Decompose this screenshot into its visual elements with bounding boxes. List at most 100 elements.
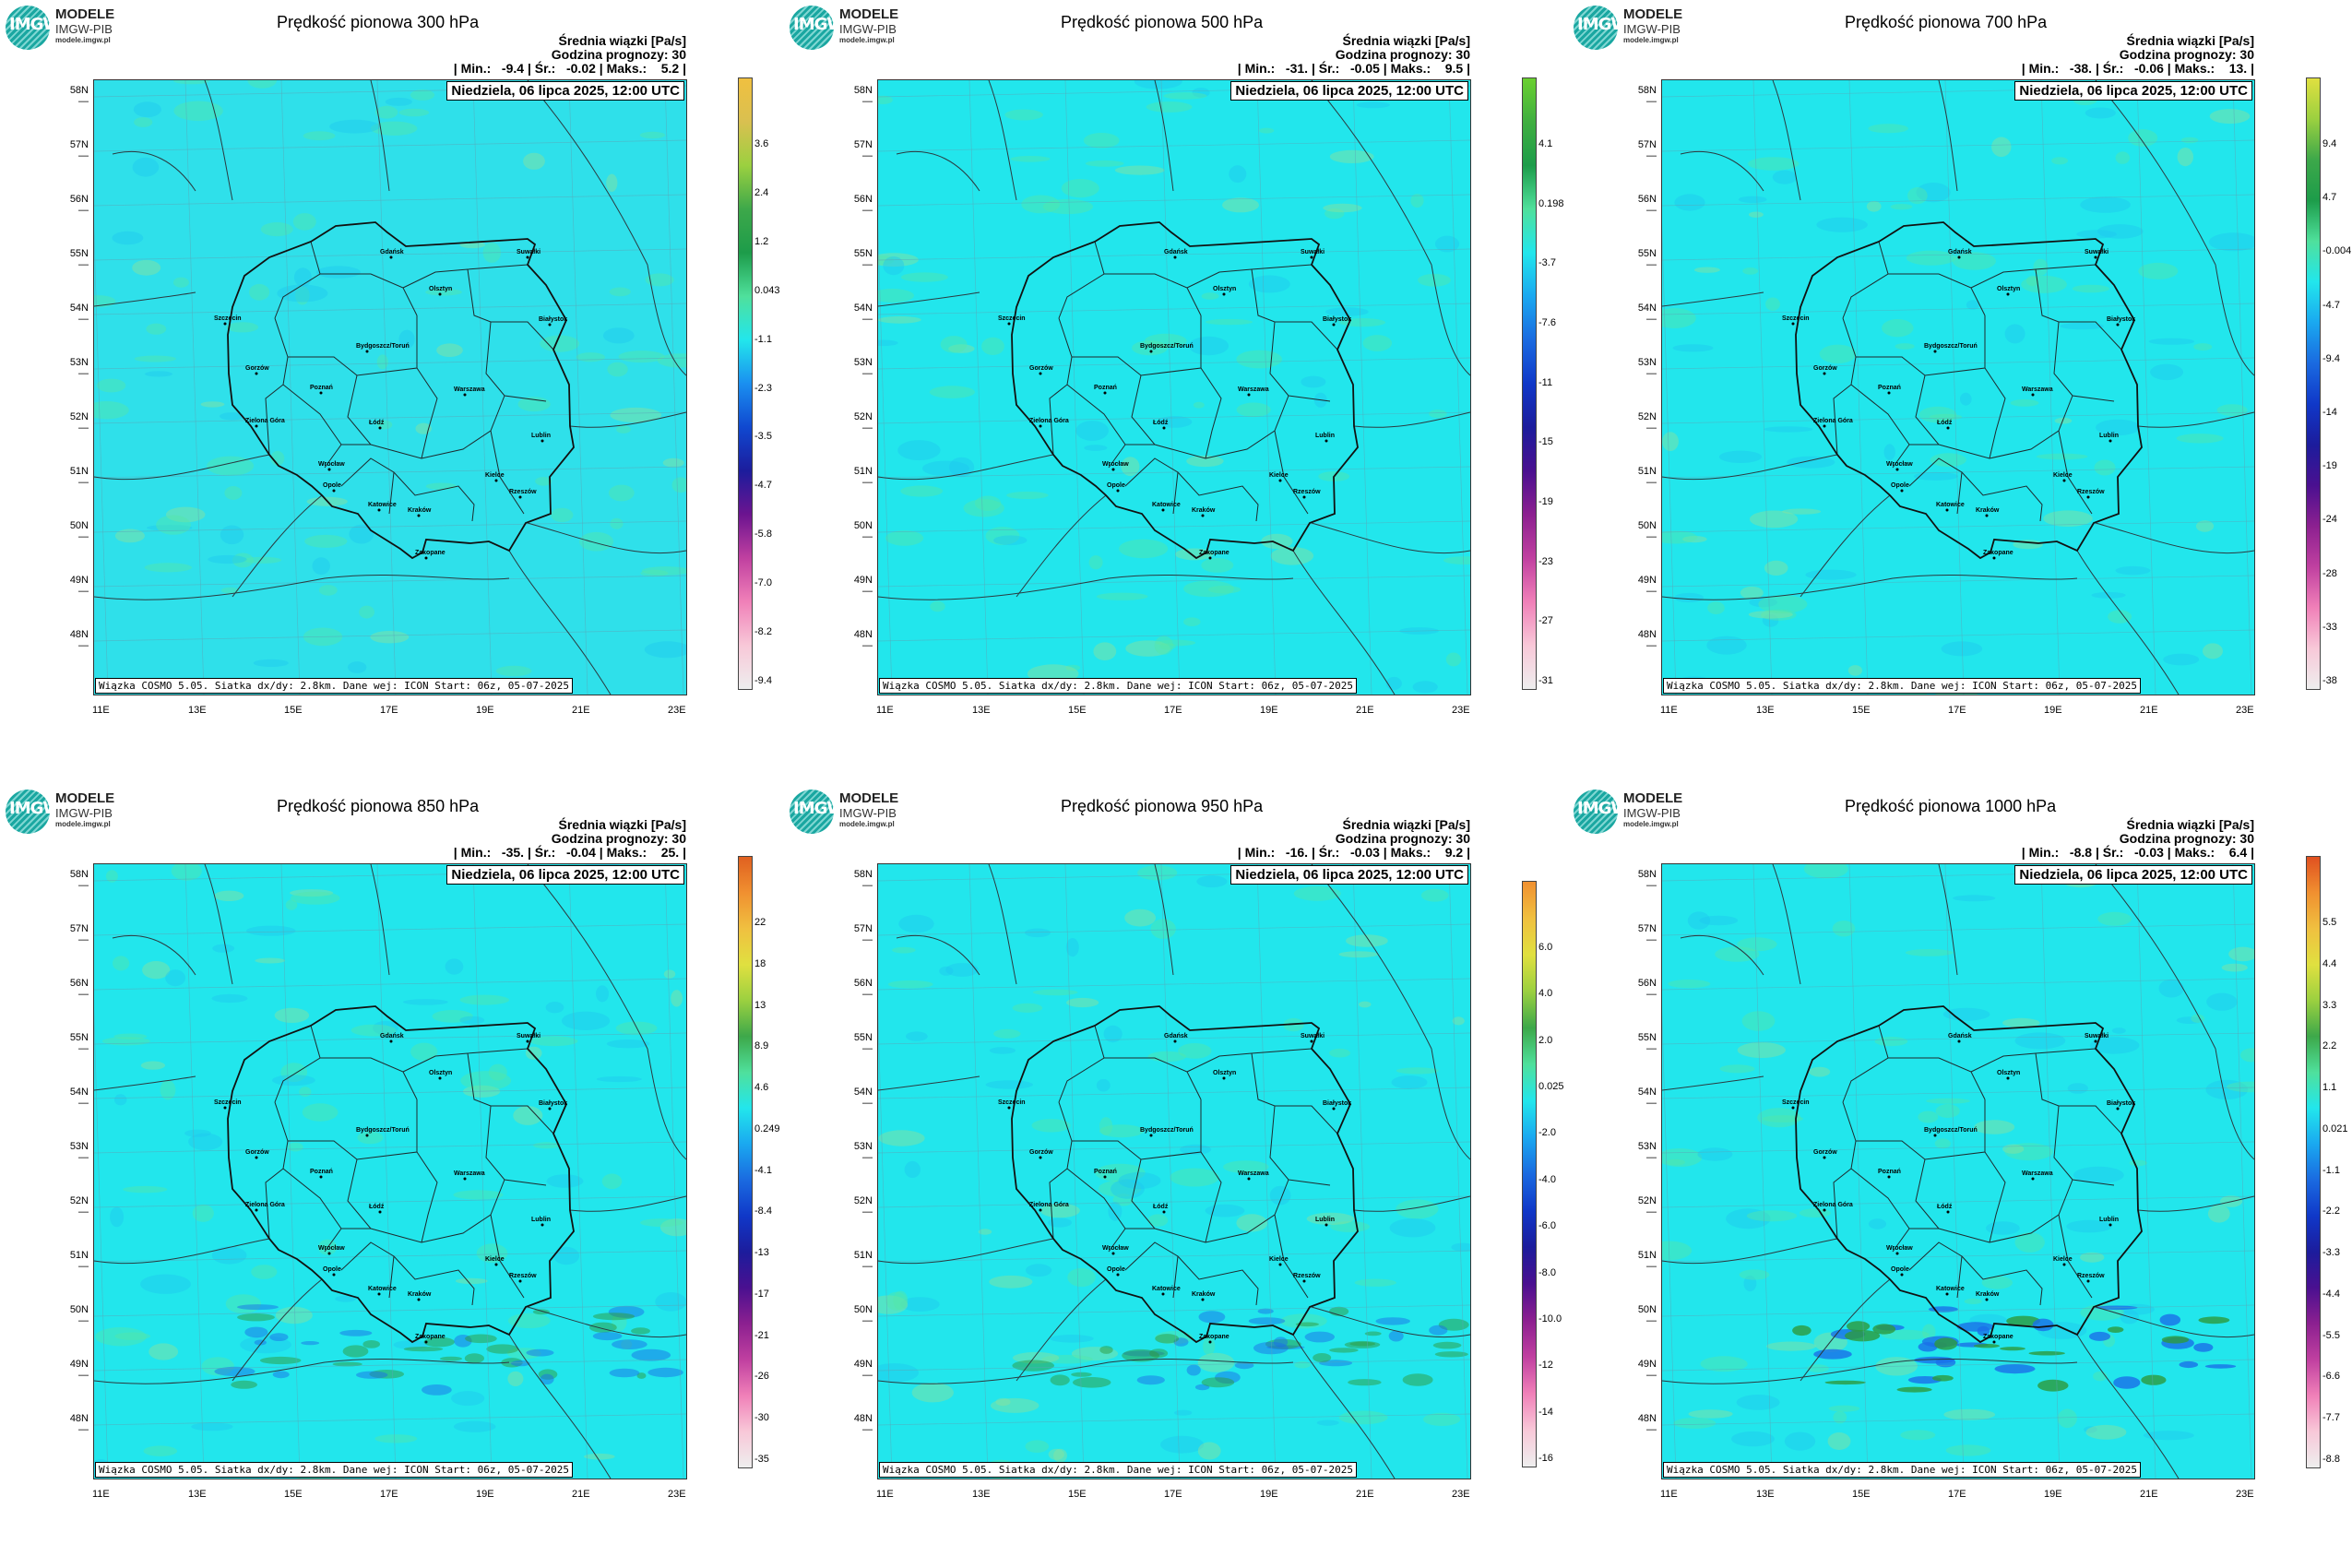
colorbar-tick-label: -9.4 bbox=[754, 675, 772, 686]
graticule-lat bbox=[1662, 923, 2254, 936]
field-blob bbox=[659, 1218, 686, 1237]
colorbar-tick-label: -1.1 bbox=[2322, 1164, 2340, 1176]
field-blob bbox=[2021, 275, 2067, 293]
lat-tick-label: 58N — bbox=[69, 869, 89, 891]
graticule-lon bbox=[968, 864, 989, 1479]
province-border bbox=[274, 241, 321, 319]
field-blob bbox=[1874, 1037, 1908, 1047]
colorbar-tick-label: 13 bbox=[754, 999, 766, 1011]
field-blob bbox=[2094, 459, 2116, 476]
city-label: Zakopane bbox=[1983, 550, 2013, 556]
field-blob bbox=[1154, 636, 1173, 655]
model-credit: Wiązka COSMO 5.05. Siatka dx/dy: 2.8km. … bbox=[1663, 1462, 2141, 1478]
city-label: Kielce bbox=[485, 1256, 505, 1263]
city-label: Lublin bbox=[1315, 1217, 1335, 1223]
forecast-hour: Godzina prognozy: 30 bbox=[2119, 47, 2254, 62]
lat-tick-label: 52N — bbox=[69, 411, 89, 434]
field-disturbance bbox=[332, 1361, 362, 1367]
neighbor-border bbox=[94, 454, 270, 481]
city-marker bbox=[548, 1107, 552, 1111]
province-border bbox=[1269, 321, 1331, 402]
field-blob bbox=[657, 353, 686, 368]
neighbor-border bbox=[1154, 864, 1174, 976]
graticule-lon bbox=[2040, 864, 2061, 1479]
field-blob bbox=[1445, 652, 1461, 667]
province-border bbox=[485, 321, 547, 402]
field-blob bbox=[2240, 1048, 2254, 1063]
field-blob bbox=[144, 371, 173, 377]
graticule-lat bbox=[1662, 194, 2254, 207]
lat-tick-label: 48N — bbox=[69, 1413, 89, 1435]
lat-tick-label: 54N — bbox=[1637, 303, 1657, 325]
neighbor-border bbox=[1016, 1278, 1107, 1382]
field-blob bbox=[1682, 536, 1707, 543]
panel-title: Prędkość pionowa 500 hPa bbox=[1061, 13, 1264, 31]
stats-line: | Min.: -35. | Śr.: -0.04 | Maks.: 25. | bbox=[453, 845, 686, 860]
field-blob bbox=[140, 1274, 191, 1294]
field-blob bbox=[1096, 1078, 1111, 1092]
field-blob bbox=[1236, 1214, 1268, 1232]
field-blob bbox=[1452, 1016, 1465, 1026]
field-blob bbox=[562, 1011, 611, 1030]
city-marker bbox=[1933, 350, 1937, 353]
city-marker bbox=[2031, 1177, 2035, 1181]
city-label: Lublin bbox=[2099, 1217, 2119, 1223]
logo-mark: IMGW bbox=[9, 15, 61, 34]
province-border bbox=[1124, 1241, 1179, 1299]
field-blob bbox=[293, 267, 312, 288]
colorbar-tick-label: -35 bbox=[754, 1454, 769, 1465]
city-label: Suwałki bbox=[1301, 249, 1324, 255]
graticule-lon bbox=[664, 80, 684, 695]
field-blob bbox=[991, 1397, 1039, 1413]
field-blob bbox=[2057, 1408, 2077, 1429]
field-blob bbox=[1222, 197, 1259, 213]
field-disturbance bbox=[2179, 1360, 2199, 1369]
field-disturbance bbox=[269, 1333, 289, 1341]
field-blob bbox=[2054, 417, 2073, 424]
field-disturbance bbox=[1050, 1374, 1070, 1386]
map-plot: Gdańsk Suwałki Olsztyn Białystok Szczecin Byd… bbox=[1661, 863, 2255, 1479]
city-label: Gdańsk bbox=[1164, 1033, 1188, 1039]
lon-tick-label: 19E bbox=[476, 705, 494, 716]
field-blob bbox=[1827, 1432, 1851, 1450]
colorbar-tick-label: -27 bbox=[1538, 615, 1553, 627]
graticule-lat bbox=[94, 248, 686, 261]
neighbor-border bbox=[2095, 1306, 2254, 1338]
neighbor-border bbox=[647, 1048, 686, 1160]
neighbor-border bbox=[2095, 522, 2254, 554]
logo-mark: IMGW bbox=[9, 799, 61, 818]
city-label: Warszawa bbox=[1238, 1170, 1269, 1177]
city-label: Wrocław bbox=[1102, 461, 1129, 468]
field-blob bbox=[1916, 183, 1951, 203]
neighbor-border bbox=[878, 454, 1054, 481]
field-blob bbox=[460, 1071, 512, 1091]
city-label: Warszawa bbox=[2022, 386, 2053, 393]
field-disturbance bbox=[362, 1340, 381, 1348]
city-label: Zielona Góra bbox=[1029, 1202, 1069, 1208]
field-blob bbox=[1953, 895, 1996, 902]
map-plot: Gdańsk Suwałki Olsztyn Białystok Szczecin Byd… bbox=[93, 863, 687, 1479]
field-blob bbox=[1346, 934, 1388, 947]
field-disturbance bbox=[1429, 1324, 1448, 1336]
province-border bbox=[1269, 1105, 1331, 1186]
lon-tick-label: 15E bbox=[1068, 1489, 1087, 1500]
neighbor-border bbox=[1662, 574, 2078, 600]
field-blob bbox=[1805, 569, 1857, 580]
city-label: Białystok bbox=[1323, 1100, 1351, 1107]
field-blob bbox=[1048, 1218, 1072, 1228]
field-blob bbox=[1881, 1329, 1930, 1340]
field-blob bbox=[532, 1142, 561, 1149]
neighbor-border bbox=[878, 1238, 1054, 1265]
field-disturbance bbox=[1313, 1353, 1332, 1362]
province-border bbox=[2053, 321, 2115, 402]
neighbor-border bbox=[508, 1334, 612, 1479]
field-blob bbox=[1935, 1104, 1960, 1118]
field-blob bbox=[114, 529, 145, 543]
field-blob bbox=[335, 1295, 356, 1302]
field-blob bbox=[1743, 1275, 1757, 1292]
city-marker bbox=[1324, 1223, 1328, 1227]
city-marker bbox=[1116, 1273, 1120, 1277]
field-blob bbox=[1737, 937, 1777, 952]
city-label: Białystok bbox=[539, 316, 567, 323]
neighbor-border bbox=[1680, 150, 1764, 192]
